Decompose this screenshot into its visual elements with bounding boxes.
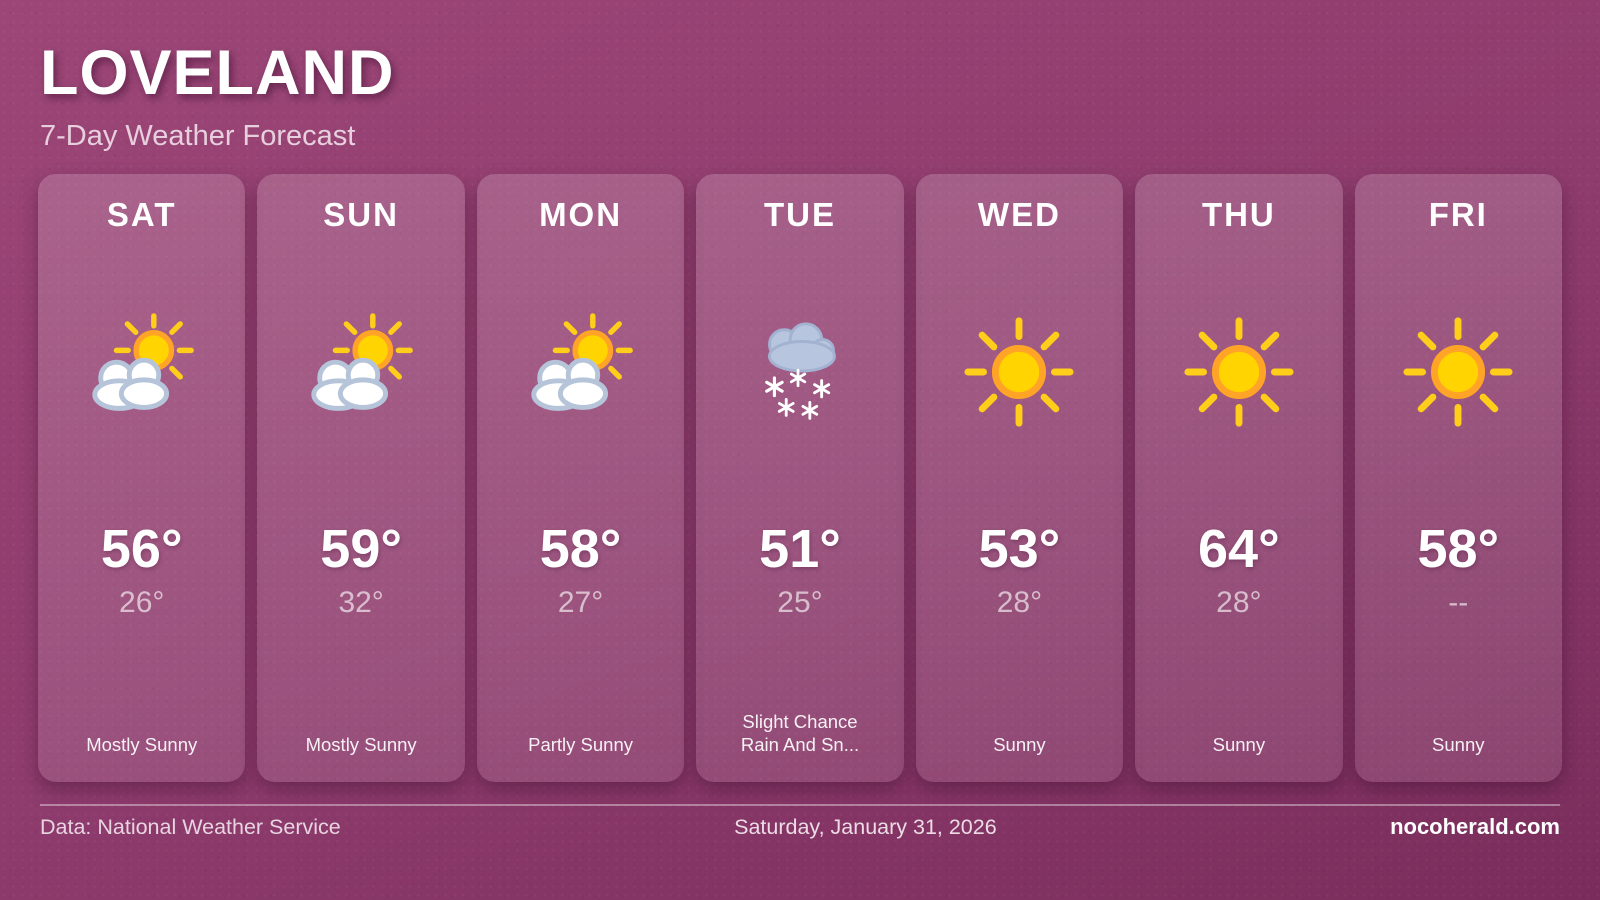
high-temp: 56° (100, 519, 183, 579)
day-card-sun: SUN 59° 32° Mostly Sunny (257, 174, 465, 782)
condition-text: Partly Sunny (528, 733, 633, 755)
day-card-mon: MON 58° 27° Partly Sunny (476, 174, 685, 782)
day-card-fri: FRI 58° -- Sunny (1354, 174, 1562, 782)
sun-icon (1403, 317, 1513, 427)
page-title: LOVELAND (40, 38, 395, 108)
day-name: MON (539, 196, 623, 233)
day-card-wed: WED 53° 28° Sunny (915, 174, 1124, 782)
low-temp: 32° (338, 586, 384, 619)
day-card-tue: TUE 51° 25° Slight Chance Rain And Sn... (696, 174, 904, 782)
sun-icon (964, 317, 1074, 427)
condition-text: Sunny (1432, 733, 1485, 755)
low-temp: 28° (1216, 586, 1262, 619)
sun-icon (1184, 317, 1294, 427)
high-temp: 59° (320, 519, 402, 579)
day-card-thu: THU 64° 28° Sunny (1135, 174, 1343, 782)
low-temp: -- (1448, 586, 1469, 619)
high-temp: 58° (1417, 519, 1500, 579)
header: LOVELAND 7-Day Weather Forecast (40, 42, 395, 153)
snow-cloud-icon (765, 322, 836, 420)
low-temp: 26° (119, 586, 165, 619)
page-subtitle: 7-Day Weather Forecast (40, 120, 356, 152)
sun-behind-cloud-icon (530, 313, 633, 411)
day-name: THU (1201, 196, 1276, 233)
high-temp: 58° (539, 519, 622, 579)
high-temp: 64° (1198, 519, 1280, 579)
day-name: SAT (106, 196, 177, 233)
forecast-cards: SAT 56° 26° Mostly Sunny SUN (38, 174, 1562, 782)
high-temp: 51° (759, 519, 841, 579)
day-name: WED (977, 196, 1061, 233)
site-name: nocoherald.com (1390, 814, 1560, 839)
weather-icon (1398, 312, 1518, 432)
condition-text: Mostly Sunny (86, 733, 198, 755)
footer-divider (40, 804, 1560, 806)
weather-icon (301, 312, 421, 432)
sun-behind-cloud-icon (311, 313, 413, 411)
low-temp: 27° (557, 586, 604, 619)
sun-behind-cloud-icon (92, 313, 194, 411)
footer-date: Saturday, January 31, 2026 (734, 815, 997, 839)
low-temp: 28° (996, 586, 1043, 619)
weather-icon (521, 312, 641, 432)
day-name: TUE (763, 196, 836, 233)
condition-text: Sunny (1212, 733, 1266, 755)
condition-text: Sunny (993, 733, 1046, 755)
weather-icon (1179, 312, 1299, 432)
low-temp: 25° (777, 586, 823, 619)
day-name: FRI (1428, 196, 1488, 233)
condition-text: Slight Chance Rain And Sn... (740, 710, 860, 755)
day-name: SUN (323, 196, 399, 233)
weather-icon (959, 312, 1079, 432)
data-source-credit: Data: National Weather Service (40, 815, 341, 839)
weather-icon (82, 312, 202, 432)
high-temp: 53° (978, 519, 1061, 579)
weather-icon (740, 312, 860, 432)
condition-text: Mostly Sunny (305, 733, 417, 755)
footer: Data: National Weather Service Saturday,… (40, 814, 1560, 840)
day-card-sat: SAT 56° 26° Mostly Sunny (38, 174, 246, 782)
